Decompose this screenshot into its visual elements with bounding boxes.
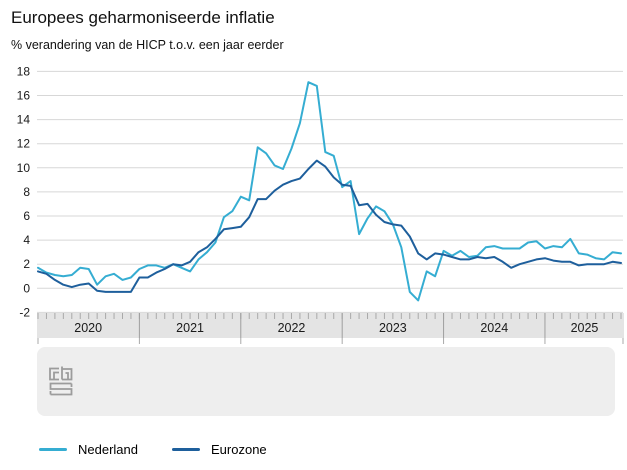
y-tick-label: 4 [23,233,30,247]
y-tick-label: 12 [17,137,31,151]
y-axis-labels: -2 0 2 4 6 8 10 12 14 16 18 [17,64,31,319]
chart-legend: Nederland Eurozone [39,440,267,458]
series-line-eurozone [37,159,622,293]
nederland-line-swatch [39,447,67,451]
y-tick-label: 16 [17,89,31,103]
chart-subtitle: % verandering van de HICP t.o.v. een jaa… [11,38,284,52]
y-tick-label: 2 [23,257,30,271]
year-label: 2020 [74,321,102,335]
y-tick-label: 0 [23,281,30,295]
series-lines [37,81,622,302]
year-label: 2023 [379,321,407,335]
chart-footer [37,347,615,416]
legend-item-nederland[interactable]: Nederland [39,442,138,457]
legend-label-eurozone: Eurozone [211,441,267,457]
y-tick-label: 18 [17,64,31,78]
year-label: 2021 [176,321,204,335]
chart-title: Europees geharmoniseerde inflatie [11,8,275,27]
gridlines [37,70,623,313]
y-tick-label: 6 [23,209,30,223]
year-label: 2022 [278,321,306,335]
y-tick-label: 10 [17,161,31,175]
eurozone-line-swatch [172,447,200,451]
y-tick-label: 8 [23,185,30,199]
y-tick-label: 14 [17,113,31,127]
x-axis-band: 2020 2021 2022 2023 2024 2025 [37,313,624,344]
year-label: 2025 [571,321,599,335]
legend-label-nederland: Nederland [78,441,138,457]
y-tick-label: -2 [19,305,30,319]
year-label: 2024 [480,321,508,335]
legend-item-eurozone[interactable]: Eurozone [172,442,267,457]
series-line-nederland [37,81,622,302]
cbs-logo [49,366,73,396]
